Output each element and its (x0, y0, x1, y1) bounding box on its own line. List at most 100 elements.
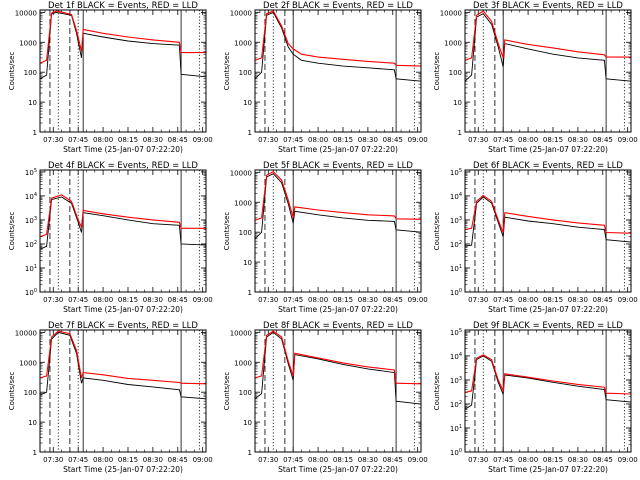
x-axis-label: Start Time (25-Jan-07 07:22:20) (278, 305, 398, 314)
chart-panel-3: Det 3f BLACK = Events, RED = LLD Start Ti… (433, 1, 638, 154)
chart-panel-6: Det 6f BLACK = Events, RED = LLD Start Ti… (433, 161, 638, 314)
y-tick-label: 1000 (234, 199, 252, 207)
x-tick-label: 07:30 (43, 136, 63, 144)
x-tick-label: 07:45 (493, 456, 513, 464)
chart-title: Det 7f BLACK = Events, RED = LLD (48, 321, 198, 331)
x-tick-label: 08:45 (168, 456, 188, 464)
x-tick-label: 07:45 (68, 136, 88, 144)
y-tick-label: 105 (450, 168, 462, 177)
y-axis-label: Counts/sec (223, 372, 231, 411)
y-tick-label: 10 (243, 419, 252, 427)
x-tick-label: 08:15 (333, 136, 353, 144)
y-tick-label: 100 (239, 389, 252, 397)
x-tick-label: 08:00 (308, 136, 328, 144)
y-tick-label: 10 (243, 99, 252, 107)
y-tick-label: 102 (450, 400, 462, 409)
x-tick-label: 08:15 (118, 456, 138, 464)
y-tick-label: 100 (239, 229, 252, 237)
y-tick-label: 1 (248, 129, 252, 137)
y-axis-label: Counts/sec (8, 52, 16, 91)
x-tick-label: 07:30 (468, 456, 488, 464)
x-tick-label: 08:15 (333, 296, 353, 304)
y-tick-label: 1 (33, 449, 37, 457)
plot-frame (464, 329, 632, 453)
x-tick-label: 08:00 (93, 456, 113, 464)
x-tick-label: 07:45 (68, 456, 88, 464)
x-tick-label: 09:00 (618, 296, 638, 304)
series-events-line (255, 11, 421, 82)
x-tick-label: 08:00 (518, 456, 538, 464)
series-lld-line (255, 10, 421, 67)
y-tick-label: 102 (450, 240, 462, 249)
y-tick-label: 100 (25, 288, 37, 297)
x-tick-label: 08:45 (168, 136, 188, 144)
x-axis-label: Start Time (25-Jan-07 07:22:20) (63, 145, 183, 154)
x-tick-label: 08:15 (543, 456, 563, 464)
chart-panel-1: Det 1f BLACK = Events, RED = LLD Start Ti… (8, 1, 213, 154)
x-tick-label: 07:30 (258, 456, 278, 464)
y-tick-label: 10 (28, 99, 37, 107)
x-tick-label: 07:30 (468, 296, 488, 304)
series-lld-line (40, 330, 206, 385)
series-lld-line (40, 10, 206, 64)
series-events-line (40, 331, 206, 400)
series-events-line (40, 11, 206, 80)
x-tick-label: 08:45 (383, 136, 403, 144)
x-axis-label: Start Time (25-Jan-07 07:22:20) (63, 305, 183, 314)
chart-panel-7: Det 7f BLACK = Events, RED = LLD Start Ti… (8, 321, 213, 474)
x-axis-label: Start Time (25-Jan-07 07:22:20) (488, 145, 608, 154)
x-tick-label: 07:30 (258, 136, 278, 144)
y-axis-label: Counts/sec (433, 52, 441, 91)
x-tick-label: 08:15 (333, 456, 353, 464)
y-tick-label: 1000 (444, 39, 462, 47)
x-tick-label: 08:00 (93, 296, 113, 304)
y-tick-label: 103 (450, 376, 462, 385)
x-tick-label: 08:15 (543, 136, 563, 144)
series-lld-line (465, 194, 631, 234)
x-tick-label: 09:00 (193, 296, 213, 304)
chart-title: Det 2f BLACK = Events, RED = LLD (263, 1, 413, 11)
y-axis-label: Counts/sec (223, 52, 231, 91)
chart-panel-2: Det 2f BLACK = Events, RED = LLD Start Ti… (223, 1, 428, 154)
plot-frame (39, 169, 207, 293)
x-tick-label: 08:30 (568, 296, 588, 304)
x-tick-label: 08:00 (93, 136, 113, 144)
x-tick-label: 07:45 (493, 136, 513, 144)
y-tick-label: 10000 (15, 9, 37, 17)
y-tick-label: 100 (24, 69, 37, 77)
x-axis-label: Start Time (25-Jan-07 07:22:20) (278, 145, 398, 154)
x-tick-label: 07:45 (283, 136, 303, 144)
x-tick-label: 08:00 (308, 296, 328, 304)
y-tick-label: 101 (25, 264, 37, 273)
y-tick-label: 100 (24, 389, 37, 397)
y-axis-label: Counts/sec (433, 372, 441, 411)
plot-frame (254, 329, 422, 453)
x-tick-label: 08:30 (568, 456, 588, 464)
x-tick-label: 07:30 (468, 136, 488, 144)
x-tick-label: 08:00 (308, 456, 328, 464)
x-tick-label: 08:45 (168, 296, 188, 304)
chart-title: Det 1f BLACK = Events, RED = LLD (48, 1, 198, 11)
plot-frame (464, 169, 632, 293)
y-tick-label: 100 (450, 288, 462, 297)
x-tick-label: 08:30 (568, 136, 588, 144)
x-tick-label: 08:45 (593, 456, 613, 464)
chart-panel-4: Det 4f BLACK = Events, RED = LLD Start Ti… (8, 161, 213, 314)
y-tick-label: 104 (450, 192, 462, 201)
x-tick-label: 09:00 (618, 136, 638, 144)
x-tick-label: 09:00 (408, 456, 428, 464)
plot-frame (254, 169, 422, 293)
x-tick-label: 08:15 (543, 296, 563, 304)
plot-frame (39, 329, 207, 453)
chart-title: Det 3f BLACK = Events, RED = LLD (473, 1, 623, 11)
x-tick-label: 08:00 (518, 136, 538, 144)
y-tick-label: 100 (449, 69, 462, 77)
x-tick-label: 07:30 (258, 296, 278, 304)
chart-panel-5: Det 5f BLACK = Events, RED = LLD Start Ti… (223, 161, 428, 314)
x-tick-label: 09:00 (193, 136, 213, 144)
x-tick-label: 08:30 (358, 136, 378, 144)
y-tick-label: 1000 (234, 359, 252, 367)
x-tick-label: 08:45 (593, 296, 613, 304)
